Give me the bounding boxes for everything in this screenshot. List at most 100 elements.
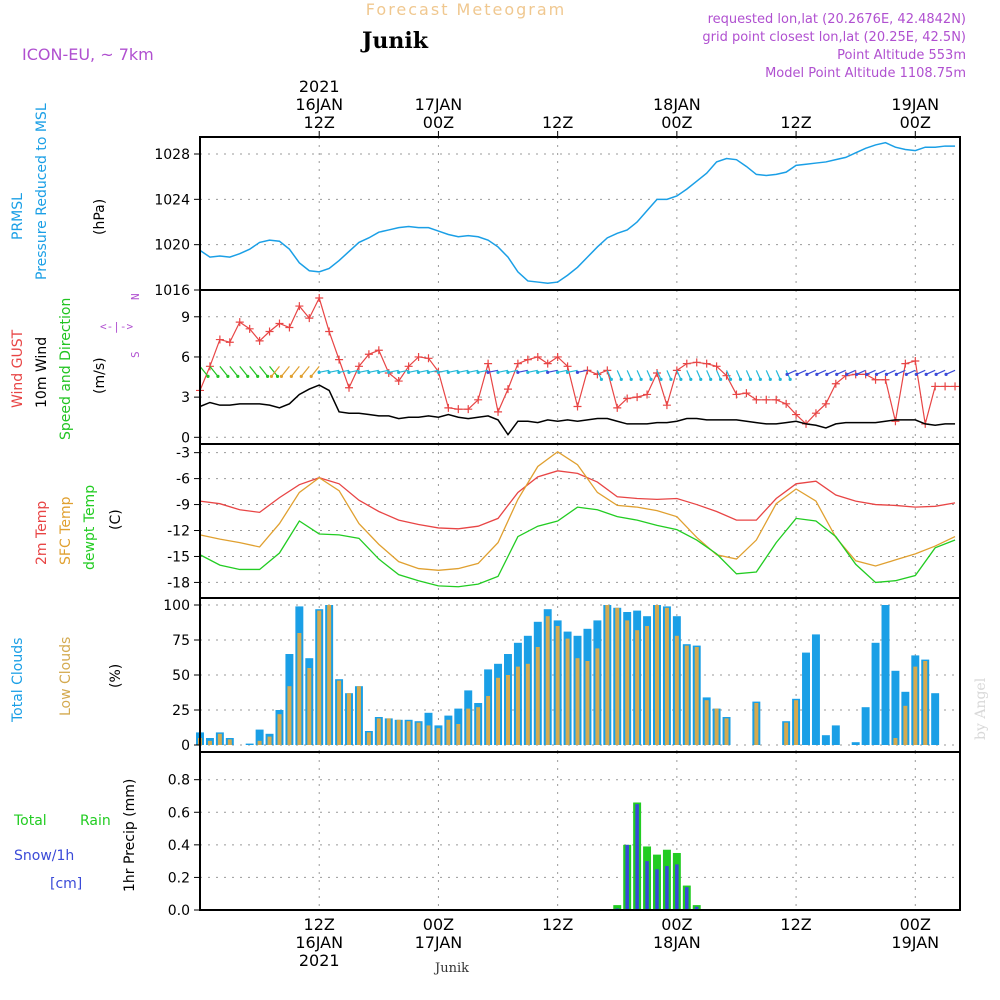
wind-arrow-head [924, 372, 928, 376]
snow-bar [645, 861, 649, 910]
low-cloud-bar [784, 722, 789, 745]
clouds-ytick-label: 0 [181, 738, 190, 754]
temperature-ytick-label: -15 [167, 549, 190, 565]
pressure-ytick-label: 1028 [154, 147, 190, 163]
wind-arrow [448, 369, 459, 373]
top-time-label: 12Z [780, 113, 811, 132]
top-time-label: 16JAN [295, 95, 343, 114]
wind-arrow [935, 369, 946, 375]
gust-marker [762, 395, 771, 404]
wind-arrow-head [506, 370, 510, 374]
gust-marker [215, 335, 224, 344]
total-cloud-bar [851, 742, 860, 745]
wind-arrow-head [446, 370, 450, 374]
low-cloud-bar [714, 708, 719, 745]
total-cloud-bar [802, 652, 810, 745]
wind-arrow [527, 369, 538, 373]
bottom-time-label: 12Z [304, 915, 335, 934]
gust-marker [662, 401, 671, 410]
total-cloud-bar [931, 693, 940, 745]
total-label: Total [13, 813, 47, 829]
top-time-label: 2021 [299, 77, 340, 96]
wind-arrow [269, 365, 279, 377]
wind-arrow-head [689, 377, 693, 381]
wind-arrow-head [815, 372, 819, 376]
wind-arrow [271, 365, 280, 377]
wind-arrow [816, 369, 827, 375]
wind-arrow-head [825, 372, 829, 376]
low-cloud-bar [694, 647, 699, 745]
low-cloud-bar [277, 714, 282, 745]
gust-marker [543, 359, 552, 368]
gust-marker [573, 402, 582, 411]
low-cloud-bar [466, 708, 471, 745]
wind-arrow [656, 370, 662, 380]
low-cloud-bar [257, 740, 262, 745]
gust-marker [414, 352, 423, 361]
precip-frame [199, 751, 961, 911]
gust-marker [295, 302, 304, 311]
gridpoint-coords: grid point closest lon,lat (20.25E, 42.5… [702, 30, 966, 45]
top-time-label: 17JAN [415, 95, 463, 114]
wind-arrow-head [337, 370, 341, 374]
gust-marker [494, 407, 503, 416]
low-cloud-bar [337, 680, 342, 745]
low-cloud-bar [893, 738, 898, 745]
pressure-labels: PRMSL Pressure Reduced to MSL (hPa) [10, 103, 108, 280]
gust-marker [643, 390, 652, 399]
wind-arrow-head [266, 374, 270, 378]
total-cloud-bar [821, 735, 830, 745]
wind-arrow-head [309, 374, 313, 378]
gust-marker [782, 399, 791, 408]
temperature-ytick-label: -18 [167, 575, 190, 591]
wind-arrow [497, 369, 509, 373]
temperature-ytick-label: -12 [167, 524, 190, 540]
low-cloud-bar [664, 607, 669, 745]
gust-marker [682, 359, 691, 368]
wind-arrow [338, 369, 350, 373]
low-cloud-bar [615, 607, 620, 745]
bottom-time-label: 18JAN [653, 933, 701, 952]
dewpt-line [199, 506, 956, 588]
wind-arrow-head [914, 372, 918, 376]
gust-marker [255, 336, 264, 345]
wind-ytick-label: 3 [181, 390, 190, 406]
wind-arrow [290, 365, 300, 377]
precip-unit: 1hr Precip (mm) [122, 779, 138, 892]
wind-arrow-head [904, 372, 908, 376]
wind-arrow [606, 370, 612, 380]
wind-arrow [796, 369, 807, 375]
wind-arrow-head [397, 370, 401, 374]
low-cloud-bar [645, 626, 650, 745]
gust-marker [503, 385, 512, 394]
model-altitude: Model Point Altitude 1108.75m [765, 66, 966, 81]
gust-marker [374, 346, 383, 355]
wind-line [199, 384, 956, 436]
wind-arrow-head [367, 370, 371, 374]
temp-unit: (C) [108, 509, 124, 530]
low-cloud-label: Low Clouds [58, 637, 74, 716]
wind-arrow [199, 365, 209, 377]
wind-arrow [706, 370, 712, 380]
wind-labels: Wind GUST 10m Wind Speed and Direction (… [10, 293, 142, 440]
wind-arrow-head [575, 370, 580, 374]
gust-marker [285, 323, 294, 332]
wind-arrow [856, 369, 866, 375]
wind-arrow-head [526, 370, 530, 374]
gust-marker [951, 382, 960, 391]
gust-marker [444, 403, 453, 412]
wind-arrow [517, 369, 528, 373]
gust-marker [792, 410, 801, 419]
total-cloud-bar [891, 670, 900, 745]
clouds-ytick-label: 25 [172, 703, 190, 719]
gust-marker [831, 379, 840, 388]
gust-marker [702, 359, 711, 368]
total-cloud-bar [881, 605, 890, 745]
gust-marker [772, 395, 781, 404]
low-cloud-bar [486, 696, 491, 745]
low-cloud-bar [217, 733, 222, 745]
wind-unit: (m/s) [92, 357, 108, 394]
compass-icon: <-|-> N S [100, 293, 142, 358]
footer-location: Junik [433, 961, 469, 976]
gust-marker [613, 403, 622, 412]
